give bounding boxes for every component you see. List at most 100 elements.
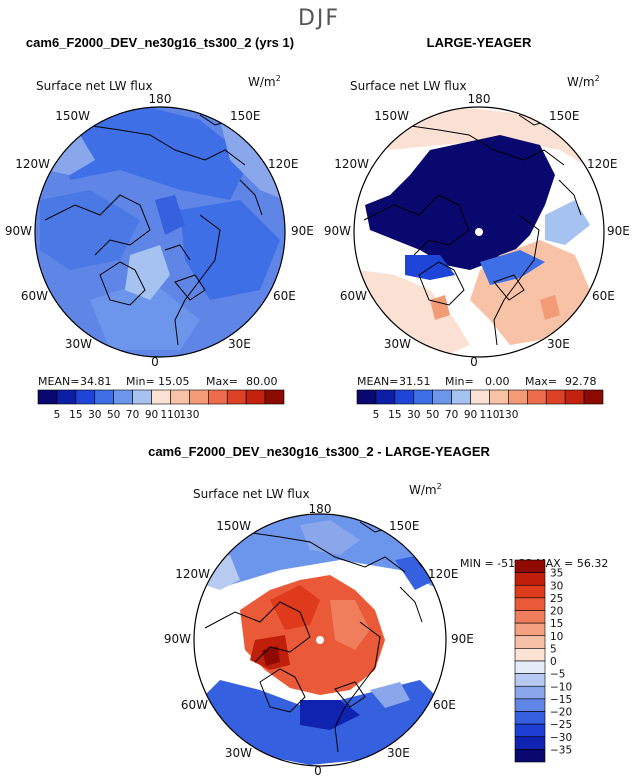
lon-label-120e: 120E bbox=[428, 567, 459, 581]
cbar-tick: −15 bbox=[550, 694, 572, 706]
cbar-tick: 130 bbox=[498, 409, 518, 421]
panel-obs-map-border bbox=[353, 106, 605, 358]
cbar-tick: −10 bbox=[550, 681, 572, 693]
colorbar-swatch bbox=[508, 389, 528, 405]
cbar-tick: 35 bbox=[550, 568, 563, 580]
colorbar-swatch bbox=[514, 685, 546, 700]
panel-obs-variable: Surface net LW flux bbox=[350, 79, 467, 93]
panel-model: cam6_F2000_DEV_ne30g16_ts300_2 (yrs 1) S… bbox=[5, 35, 314, 421]
colorbar-swatch bbox=[514, 559, 546, 573]
north-pole-hole bbox=[475, 228, 483, 236]
lon-label-150e: 150E bbox=[389, 519, 420, 533]
colorbar-swatch bbox=[514, 673, 546, 687]
stat-max-label: Max= bbox=[206, 375, 238, 388]
lon-label-30e: 30E bbox=[547, 337, 570, 351]
lon-label-120w: 120W bbox=[15, 157, 50, 171]
panel-diff-colorbar-ticks: 35 30 25 20 15 10 5 0 −5 −10 −15 −20 −25… bbox=[550, 568, 572, 757]
cbar-tick: 30 bbox=[550, 580, 563, 592]
colorbar-swatch bbox=[514, 698, 546, 712]
cbar-tick: 5 bbox=[550, 643, 557, 655]
stat-mean-label: MEAN= bbox=[38, 375, 79, 388]
colorbar-swatch bbox=[375, 389, 396, 405]
stat-max-value: 92.78 bbox=[565, 375, 597, 388]
panel-diff: cam6_F2000_DEV_ne30g16_ts300_2 - LARGE-Y… bbox=[148, 444, 608, 778]
panel-diff-title: cam6_F2000_DEV_ne30g16_ts300_2 - LARGE-Y… bbox=[148, 444, 490, 459]
colorbar-swatch bbox=[432, 389, 452, 405]
lon-label-30w: 30W bbox=[65, 337, 92, 351]
cbar-tick: 15 bbox=[388, 409, 401, 421]
panel-obs-colorbar-ticks: 5 15 30 50 70 90 110 130 bbox=[373, 409, 519, 421]
cbar-tick: 110 bbox=[479, 409, 499, 421]
colorbar-swatch bbox=[208, 389, 228, 405]
stat-max-value: 80.00 bbox=[246, 375, 278, 388]
colorbar-swatch bbox=[489, 389, 509, 405]
colorbar-swatch bbox=[514, 635, 546, 649]
colorbar-swatch bbox=[170, 389, 190, 405]
lon-label-150e: 150E bbox=[549, 109, 580, 123]
lon-label-60e: 60E bbox=[433, 698, 456, 712]
panel-model-stats: MEAN= 34.81 Min= 15.05 Max= 80.00 bbox=[38, 375, 278, 388]
colorbar-swatch bbox=[514, 711, 546, 725]
panel-model-longitude-labels: 180 150E 120E 90E 60E 30E 0 30W 60W 90W … bbox=[5, 92, 314, 369]
cbar-tick: −25 bbox=[550, 719, 572, 731]
lon-label-150w: 150W bbox=[374, 109, 409, 123]
colorbar-swatch bbox=[514, 572, 546, 586]
lon-label-0: 0 bbox=[470, 355, 478, 369]
cbar-tick: 30 bbox=[407, 409, 420, 421]
colorbar-swatch bbox=[37, 389, 58, 405]
north-pole-hole bbox=[316, 636, 324, 644]
panel-model-title: cam6_F2000_DEV_ne30g16_ts300_2 (yrs 1) bbox=[26, 35, 294, 50]
lon-label-90e: 90E bbox=[451, 632, 474, 646]
panel-diff-colorbar bbox=[514, 559, 546, 763]
panel-obs: LARGE-YEAGER Surface net LW flux W/m2 bbox=[324, 35, 630, 421]
colorbar-swatch bbox=[514, 660, 546, 674]
panel-obs-title: LARGE-YEAGER bbox=[427, 35, 532, 50]
colorbar-swatch bbox=[75, 389, 96, 405]
lon-label-90w: 90W bbox=[324, 224, 351, 238]
cbar-tick: 5 bbox=[54, 409, 61, 421]
panel-model-colorbar bbox=[37, 389, 285, 405]
lon-label-150e: 150E bbox=[230, 109, 261, 123]
colorbar-swatch bbox=[527, 389, 547, 405]
panel-model-map-border bbox=[34, 106, 286, 358]
panel-diff-longitude-labels: 180 150E 120E 90E 60E 30E 0 30W 60W 90W … bbox=[164, 502, 474, 778]
cbar-tick: −35 bbox=[550, 744, 572, 756]
lon-label-150w: 150W bbox=[55, 109, 90, 123]
colorbar-swatch bbox=[132, 389, 152, 405]
panel-model-field bbox=[35, 107, 285, 357]
stat-min-value: 0.00 bbox=[485, 375, 510, 388]
lon-label-90w: 90W bbox=[164, 632, 191, 646]
cbar-tick: 70 bbox=[445, 409, 458, 421]
colorbar-swatch bbox=[470, 389, 490, 405]
colorbar-swatch bbox=[514, 648, 546, 662]
lon-label-30e: 30E bbox=[228, 337, 251, 351]
cbar-tick: 110 bbox=[160, 409, 180, 421]
panel-model-colorbar-ticks: 5 15 30 50 70 90 110 130 bbox=[54, 409, 200, 421]
season-title: DJF bbox=[298, 6, 340, 31]
cbar-tick: 15 bbox=[69, 409, 82, 421]
colorbar-swatch bbox=[514, 584, 546, 599]
panel-model-units: W/m2 bbox=[248, 74, 281, 89]
lon-label-150w: 150W bbox=[216, 519, 251, 533]
stat-min-label: Min= bbox=[445, 375, 474, 388]
colorbar-swatch bbox=[564, 389, 585, 405]
colorbar-swatch bbox=[189, 389, 209, 405]
colorbar-swatch bbox=[94, 389, 114, 405]
stat-max-label: Max= bbox=[525, 375, 557, 388]
lon-label-90e: 90E bbox=[607, 224, 630, 238]
lon-label-30e: 30E bbox=[387, 746, 410, 760]
lon-label-120w: 120W bbox=[334, 157, 369, 171]
stat-min-value: 15.05 bbox=[158, 375, 190, 388]
panel-obs-stats: MEAN= 31.51 Min= 0.00 Max= 92.78 bbox=[357, 375, 597, 388]
cbar-tick: 20 bbox=[550, 606, 563, 618]
colorbar-swatch bbox=[264, 389, 285, 405]
stat-mean-value: 34.81 bbox=[80, 375, 112, 388]
lon-label-0: 0 bbox=[314, 764, 322, 778]
colorbar-swatch bbox=[356, 389, 377, 405]
colorbar-swatch bbox=[245, 389, 266, 405]
lon-label-180: 180 bbox=[468, 92, 491, 106]
lon-label-30w: 30W bbox=[384, 337, 411, 351]
colorbar-swatch bbox=[56, 389, 77, 405]
lon-label-0: 0 bbox=[151, 355, 159, 369]
